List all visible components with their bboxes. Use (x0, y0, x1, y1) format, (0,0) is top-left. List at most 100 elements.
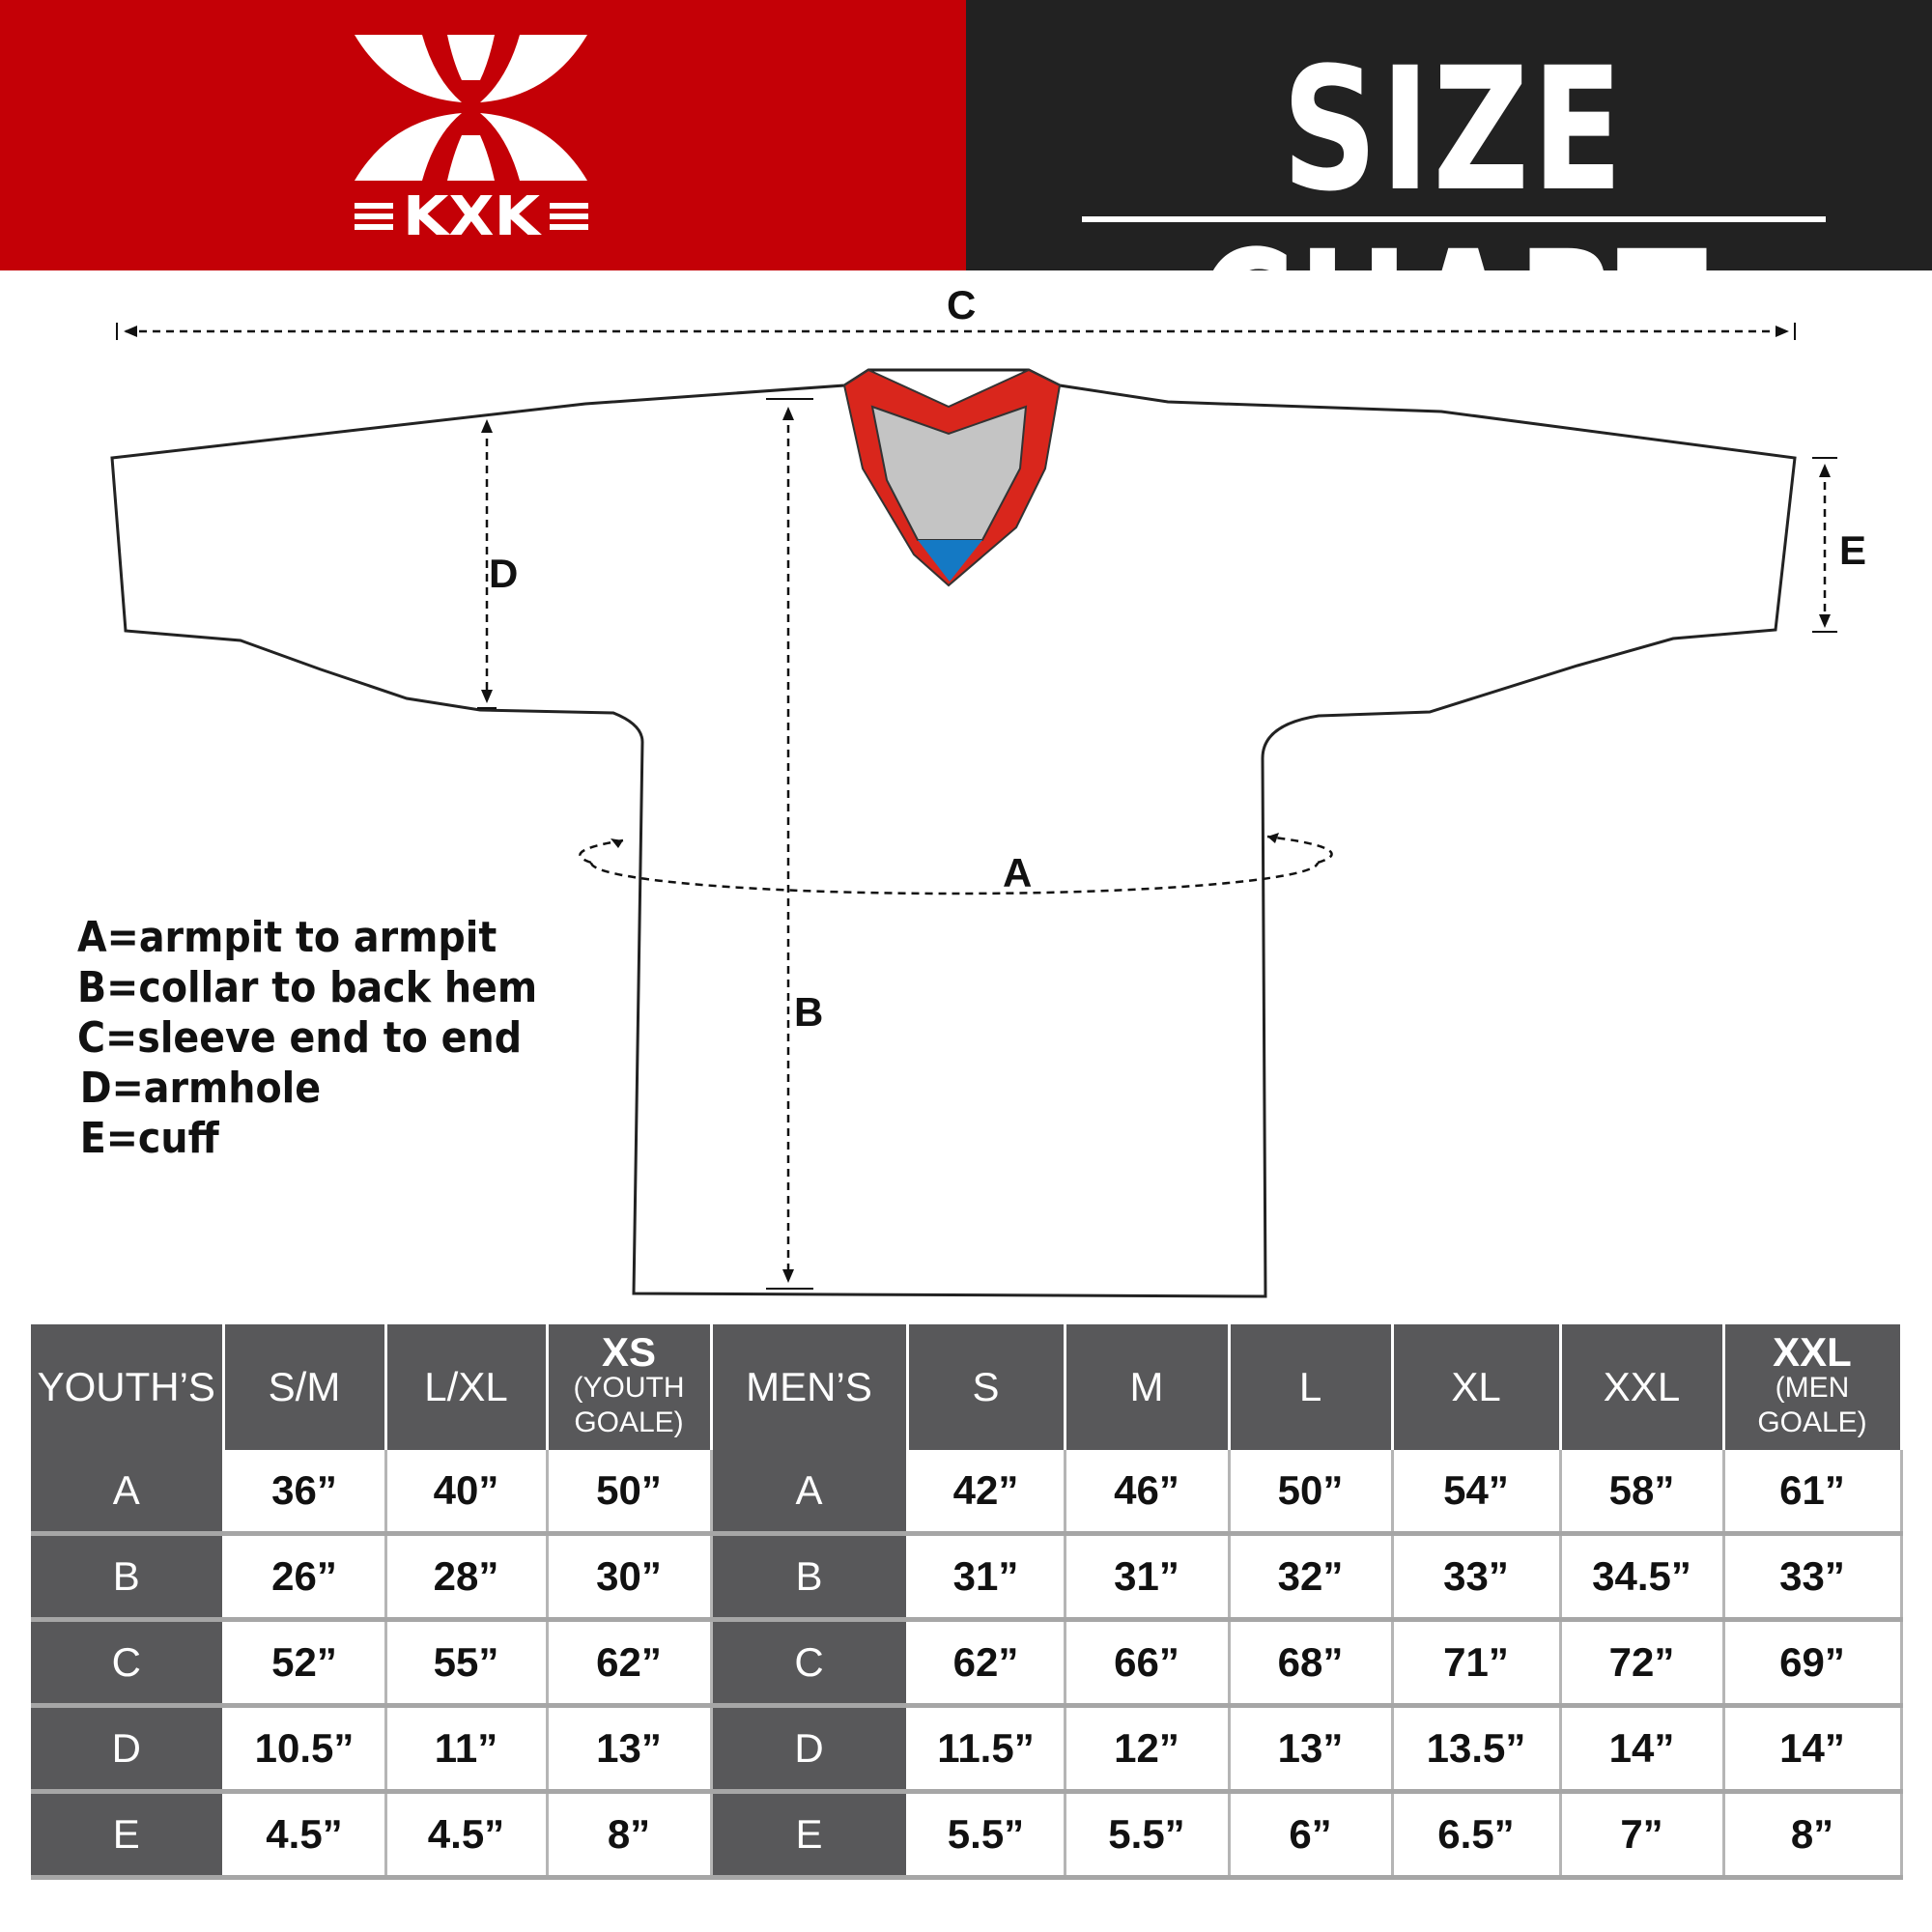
table-cell: 8” (547, 1791, 713, 1880)
table-cell: 6.5” (1392, 1791, 1562, 1880)
table-cell: 42” (907, 1450, 1066, 1536)
row-label: B (711, 1533, 909, 1622)
table-row: A 36” 40” 50” A 42” 46” 50” 54” 58” 61” (31, 1450, 1903, 1536)
legend-item: C=sleeve end to end (77, 1013, 523, 1063)
column-header-label: XXL (1773, 1329, 1852, 1375)
table-cell: 4.5” (385, 1791, 549, 1880)
table-header-row: YOUTH’S S/M L/XL XS (YOUTH GOALE) MEN’S S M L XL X… (31, 1324, 1903, 1450)
table-row: E 4.5” 4.5” 8” E 5.5” 5.5” 6” 6.5” 7” 8” (31, 1791, 1903, 1880)
column-header-label: XXL (1603, 1364, 1681, 1409)
label-a: A (1003, 850, 1033, 895)
collar-tip (918, 540, 982, 582)
column-header-label: M (1129, 1364, 1164, 1409)
table-cell: 36” (223, 1450, 387, 1536)
table-cell: 32” (1229, 1533, 1394, 1622)
table-cell: 31” (1065, 1533, 1231, 1622)
table-cell: 26” (223, 1533, 387, 1622)
arrowheads (124, 326, 1831, 1283)
table-cell: 13” (1229, 1705, 1394, 1794)
table-cell: 11.5” (907, 1705, 1066, 1794)
column-header-label: MEN’S (746, 1364, 872, 1409)
column-header-men: MEN’S (711, 1324, 909, 1450)
column-header-size: XS (YOUTH GOALE) (547, 1324, 713, 1450)
column-header-size: XXL (1560, 1324, 1725, 1450)
column-header-size: L (1229, 1324, 1394, 1450)
column-header-label: L (1298, 1364, 1322, 1409)
legend-item: E=cuff (79, 1114, 219, 1163)
row-label: C (31, 1619, 225, 1708)
row-label: E (711, 1791, 909, 1880)
table-cell: 34.5” (1560, 1533, 1725, 1622)
column-header-size: XL (1392, 1324, 1562, 1450)
column-header-size: S/M (223, 1324, 387, 1450)
collar-inner (870, 405, 1028, 541)
column-header-sub: (YOUTH GOALE) (573, 1372, 685, 1438)
table-cell: 7” (1560, 1791, 1725, 1880)
table-cell: 13.5” (1392, 1705, 1562, 1794)
table-cell: 33” (1392, 1533, 1562, 1622)
table-cell: 31” (907, 1533, 1066, 1622)
label-d: D (489, 551, 519, 596)
label-e: E (1839, 527, 1867, 573)
column-header-size: XXL (MEN GOALE) (1723, 1324, 1903, 1450)
table-cell: 69” (1723, 1619, 1903, 1708)
table-cell: 30” (547, 1533, 713, 1622)
column-header-size: S (907, 1324, 1066, 1450)
table-cell: 14” (1723, 1705, 1903, 1794)
table-cell: 8” (1723, 1791, 1903, 1880)
legend-item: B=collar to back hem (77, 963, 538, 1012)
jersey-diagram: KXK (110, 35, 1837, 1298)
row-label: D (31, 1705, 225, 1794)
table-cell: 11” (385, 1705, 549, 1794)
legend-item: D=armhole (79, 1064, 322, 1113)
svg-text:KXK: KXK (403, 185, 543, 248)
dimension-a-ellipse (579, 835, 1333, 895)
table-row: C 52” 55” 62” C 62” 66” 68” 71” 72” 69” (31, 1619, 1903, 1708)
table-cell: 5.5” (1065, 1791, 1231, 1880)
table-row: D 10.5” 11” 13” D 11.5” 12” 13” 13.5” 14” 14” (31, 1705, 1903, 1794)
table-cell: 52” (223, 1619, 387, 1708)
column-header-label: XS (601, 1329, 657, 1375)
table-cell: 40” (385, 1450, 549, 1536)
table-cell: 54” (1392, 1450, 1562, 1536)
label-b: B (794, 989, 824, 1035)
column-header-size: M (1065, 1324, 1231, 1450)
table-cell: 33” (1723, 1533, 1903, 1622)
table-cell: 72” (1560, 1619, 1725, 1708)
table-cell: 28” (385, 1533, 549, 1622)
column-header-label: S (972, 1364, 1000, 1409)
table-cell: 62” (547, 1619, 713, 1708)
size-table: YOUTH’S S/M L/XL XS (YOUTH GOALE) MEN’S S M L XL X… (31, 1324, 1903, 1880)
row-label: A (711, 1450, 909, 1536)
column-header-label: S/M (268, 1364, 341, 1409)
table-cell: 58” (1560, 1450, 1725, 1536)
title-underline (1082, 216, 1826, 222)
table-cell: 50” (1229, 1450, 1394, 1536)
page-title: SIZE CHART (1197, 31, 1711, 412)
legend-item: A=armpit to armpit (77, 913, 497, 962)
column-header-size: L/XL (385, 1324, 549, 1450)
dimension-ticks (116, 323, 1837, 1290)
jersey-outline (110, 368, 1797, 1298)
measurement-legend: A=armpit to armpit B=collar to back hem … (77, 913, 537, 1164)
table-cell: 62” (907, 1619, 1066, 1708)
table-cell: 4.5” (223, 1791, 387, 1880)
table-cell: 10.5” (223, 1705, 387, 1794)
column-header-label: XL (1451, 1364, 1501, 1409)
table-cell: 13” (547, 1705, 713, 1794)
table-cell: 14” (1560, 1705, 1725, 1794)
table-cell: 6” (1229, 1791, 1394, 1880)
kxk-logo: KXK (355, 35, 588, 248)
row-label: B (31, 1533, 225, 1622)
table-cell: 66” (1065, 1619, 1231, 1708)
table-cell: 68” (1229, 1619, 1394, 1708)
column-header-youth: YOUTH’S (31, 1324, 225, 1450)
row-label: E (31, 1791, 225, 1880)
row-label: C (711, 1619, 909, 1708)
table-cell: 71” (1392, 1619, 1562, 1708)
table-cell: 12” (1065, 1705, 1231, 1794)
row-label: A (31, 1450, 225, 1536)
table-cell: 5.5” (907, 1791, 1066, 1880)
row-label: D (711, 1705, 909, 1794)
table-cell: 55” (385, 1619, 549, 1708)
